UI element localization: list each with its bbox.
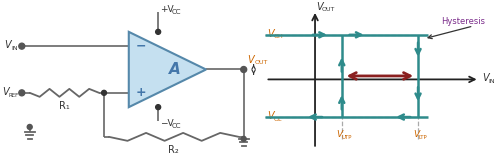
Text: V: V: [247, 55, 254, 65]
Text: CC: CC: [172, 123, 181, 129]
Text: V: V: [413, 130, 419, 139]
Text: V: V: [267, 111, 274, 121]
Text: +: +: [135, 86, 146, 99]
Text: IN: IN: [489, 79, 494, 84]
Text: V: V: [4, 40, 10, 50]
Text: UTP: UTP: [341, 135, 352, 140]
Circle shape: [102, 90, 107, 95]
Text: V: V: [267, 29, 274, 39]
Text: CC: CC: [172, 9, 181, 15]
Text: Hysteresis: Hysteresis: [442, 17, 486, 27]
Text: OUT: OUT: [322, 7, 335, 12]
Text: IN: IN: [11, 46, 17, 51]
Text: −: −: [135, 40, 146, 53]
Text: OL: OL: [273, 117, 282, 122]
Text: V: V: [316, 2, 323, 12]
Text: OUT: OUT: [254, 60, 268, 65]
Text: R₂: R₂: [168, 145, 179, 155]
Circle shape: [241, 66, 247, 73]
Circle shape: [241, 136, 246, 141]
Text: V: V: [483, 73, 489, 83]
Circle shape: [27, 124, 32, 129]
Circle shape: [19, 43, 25, 49]
Text: V: V: [337, 130, 343, 139]
Text: −V: −V: [160, 119, 174, 129]
Circle shape: [19, 90, 25, 96]
Text: R₁: R₁: [59, 101, 70, 111]
Text: REF: REF: [9, 93, 19, 98]
Circle shape: [156, 105, 161, 110]
Text: V: V: [2, 87, 8, 97]
Circle shape: [156, 29, 161, 34]
Text: A: A: [169, 62, 181, 77]
Polygon shape: [129, 32, 206, 107]
Text: LTP: LTP: [418, 135, 427, 140]
Text: +V: +V: [160, 5, 174, 14]
Text: OH: OH: [273, 34, 283, 39]
